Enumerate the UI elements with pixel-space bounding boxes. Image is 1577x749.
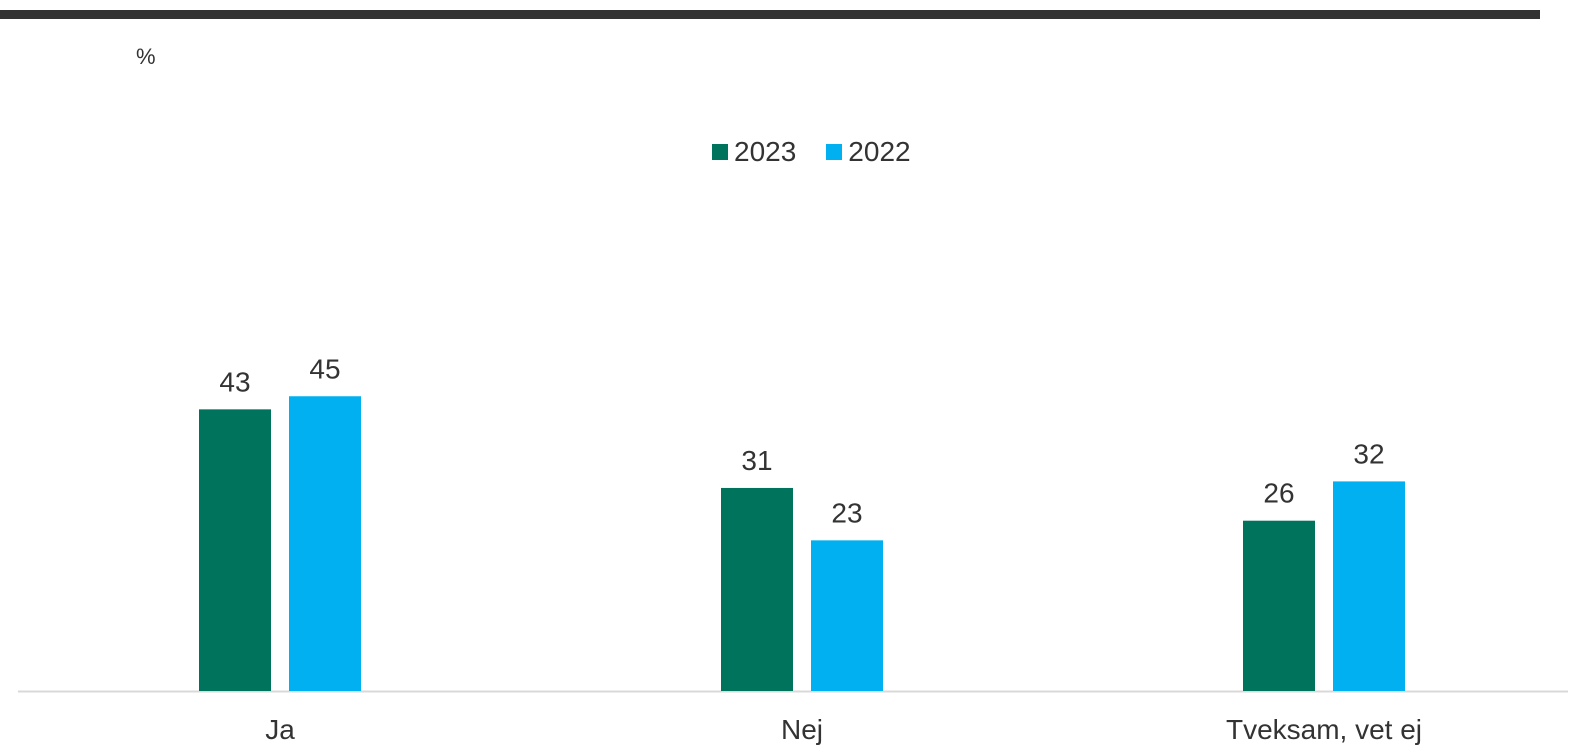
data-label-ja-2022: 45: [309, 353, 340, 384]
x-tick-label-ja: Ja: [265, 714, 295, 745]
x-tick-label-nej: Nej: [781, 714, 823, 745]
x-tick-label-tveksam-vet-ej: Tveksam, vet ej: [1226, 714, 1422, 745]
legend-item-2022: 2022: [826, 136, 911, 168]
bar-nej-2022: [811, 540, 883, 691]
legend-swatch-2023: [712, 144, 728, 160]
legend-item-2023: 2023: [712, 136, 796, 168]
unit-label: %: [136, 44, 156, 69]
data-label-tveksam-vet-ej-2023: 26: [1263, 478, 1294, 509]
data-label-tveksam-vet-ej-2022: 32: [1353, 438, 1384, 469]
legend-label-2022: 2022: [848, 136, 911, 167]
data-label-ja-2023: 43: [219, 366, 250, 397]
bar-ja-2023: [199, 409, 271, 691]
top-rule: [0, 10, 1540, 19]
bar-tveksam-vet-ej-2023: [1243, 520, 1315, 691]
data-label-nej-2023: 31: [741, 445, 772, 476]
bar-tveksam-vet-ej-2022: [1333, 481, 1405, 691]
legend: 2023 2022: [712, 136, 911, 168]
bar-nej-2023: [721, 487, 793, 691]
bar-ja-2022: [289, 396, 361, 691]
data-label-nej-2022: 23: [831, 497, 862, 528]
legend-label-2023: 2023: [734, 136, 797, 167]
legend-swatch-2022: [826, 144, 843, 160]
